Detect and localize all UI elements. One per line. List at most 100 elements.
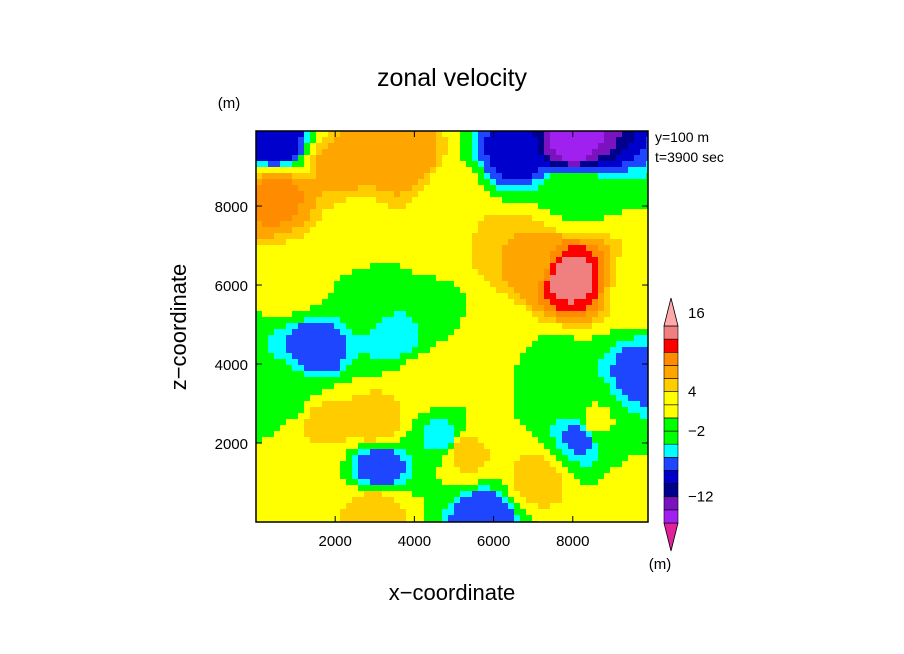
contour-cell (550, 419, 557, 426)
contour-cell (340, 383, 347, 390)
contour-cell (526, 335, 533, 342)
contour-cell (382, 239, 389, 246)
contour-cell (286, 245, 293, 252)
contour-cell (520, 203, 527, 210)
contour-cell (586, 491, 593, 498)
contour-cell (442, 389, 449, 396)
contour-cell (280, 311, 287, 318)
contour-cell (538, 443, 545, 450)
contour-cell (442, 335, 449, 342)
contour-cell (304, 269, 311, 276)
contour-cell (628, 305, 635, 312)
contour-cell (400, 437, 407, 444)
contour-cell (436, 425, 443, 432)
contour-cell (316, 305, 323, 312)
contour-cell (286, 299, 293, 306)
contour-cell (568, 341, 575, 348)
contour-cell (412, 461, 419, 468)
contour-cell (364, 311, 371, 318)
contour-cell (634, 215, 641, 222)
contour-cell (424, 437, 431, 444)
contour-cell (472, 485, 479, 492)
contour-cell (310, 245, 317, 252)
contour-cell (508, 485, 515, 492)
contour-cell (430, 455, 437, 462)
contour-cell (388, 329, 395, 336)
contour-cell (502, 227, 509, 234)
contour-cell (490, 299, 497, 306)
contour-cell (496, 329, 503, 336)
contour-cell (520, 467, 527, 474)
contour-cell (550, 467, 557, 474)
contour-cell (322, 257, 329, 264)
contour-cell (502, 437, 509, 444)
contour-cell (460, 143, 467, 150)
contour-cell (628, 311, 635, 318)
contour-cell (562, 389, 569, 396)
contour-cell (310, 155, 317, 162)
contour-cell (598, 491, 605, 498)
contour-cell (478, 239, 485, 246)
contour-cell (316, 389, 323, 396)
contour-cell (472, 515, 479, 522)
contour-cell (478, 473, 485, 480)
contour-cell (616, 323, 623, 330)
contour-cell (364, 257, 371, 264)
contour-cell (346, 287, 353, 294)
contour-cell (358, 281, 365, 288)
contour-cell (322, 383, 329, 390)
contour-cell (286, 197, 293, 204)
contour-cell (580, 371, 587, 378)
contour-cell (352, 353, 359, 360)
contour-cell (502, 335, 509, 342)
contour-cell (586, 281, 593, 288)
contour-cell (322, 425, 329, 432)
contour-cell (604, 365, 611, 372)
contour-cell (448, 407, 455, 414)
contour-cell (622, 401, 629, 408)
contour-cell (418, 503, 425, 510)
contour-cell (508, 185, 515, 192)
contour-cell (466, 371, 473, 378)
contour-cell (304, 365, 311, 372)
contour-cell (580, 167, 587, 174)
contour-cell (514, 269, 521, 276)
contour-cell (442, 329, 449, 336)
contour-cell (268, 287, 275, 294)
contour-cell (646, 269, 648, 276)
contour-cell (436, 455, 443, 462)
contour-cell (502, 467, 509, 474)
contour-cell (616, 293, 623, 300)
contour-cell (268, 341, 275, 348)
contour-cell (466, 215, 473, 222)
contour-cell (484, 371, 491, 378)
contour-cell (352, 245, 359, 252)
contour-cell (376, 479, 383, 486)
contour-cell (592, 515, 599, 522)
contour-cell (304, 413, 311, 420)
contour-cell (646, 137, 648, 144)
contour-cell (304, 131, 311, 138)
contour-cell (400, 299, 407, 306)
contour-cell (460, 263, 467, 270)
contour-cell (298, 473, 305, 480)
contour-cell (640, 437, 647, 444)
contour-cell (532, 281, 539, 288)
contour-cell (478, 161, 485, 168)
contour-cell (538, 209, 545, 216)
contour-cell (442, 275, 449, 282)
contour-cell (346, 149, 353, 156)
contour-cell (322, 389, 329, 396)
contour-cell (376, 431, 383, 438)
contour-cell (592, 155, 599, 162)
colorbar-label: 4 (688, 384, 696, 401)
colorbar-swatch (663, 470, 679, 484)
contour-cell (448, 281, 455, 288)
contour-cell (322, 323, 329, 330)
contour-cell (442, 293, 449, 300)
contour-cell (268, 275, 275, 282)
contour-cell (580, 287, 587, 294)
contour-cell (262, 167, 269, 174)
contour-cell (508, 413, 515, 420)
contour-cell (388, 275, 395, 282)
